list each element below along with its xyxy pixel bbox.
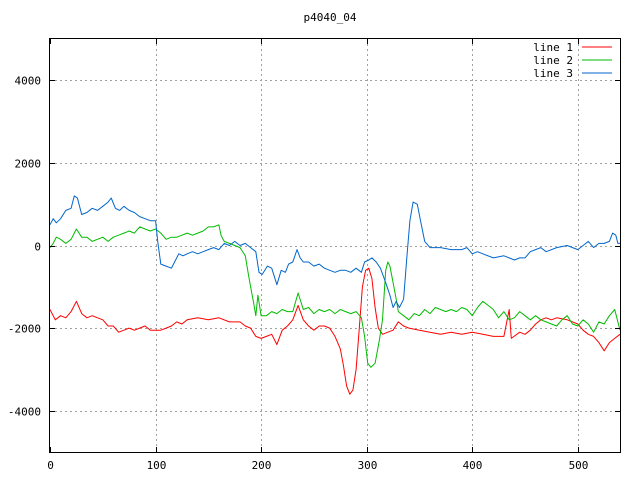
x-tick-label: 0 [47, 459, 54, 472]
plot-frame [49, 38, 621, 453]
legend-label: line 2 [533, 54, 573, 67]
grid [50, 39, 620, 452]
axis-ticks: 0 100 200 300 400 500 -4000 -2000 0 2000 4000 [8, 39, 620, 472]
x-tick-label: 300 [358, 459, 378, 472]
series-layer [49, 195, 621, 395]
x-tick-label: 100 [147, 459, 167, 472]
legend-label: line 3 [533, 67, 573, 80]
y-tick-label: 2000 [15, 158, 42, 171]
series-line-line-3 [49, 195, 620, 308]
x-tick-label: 400 [463, 459, 483, 472]
x-tick-label: 200 [252, 459, 272, 472]
chart-title: p4040_04 [304, 11, 357, 24]
legend-label: line 1 [533, 41, 573, 54]
y-tick-label: 0 [34, 241, 41, 254]
series-line-line-2 [49, 224, 621, 368]
y-tick-label: -2000 [8, 323, 41, 336]
series-line-line-1 [49, 267, 621, 395]
y-tick-label: -4000 [8, 406, 41, 419]
x-tick-label: 500 [569, 459, 589, 472]
y-tick-label: 4000 [15, 75, 42, 88]
